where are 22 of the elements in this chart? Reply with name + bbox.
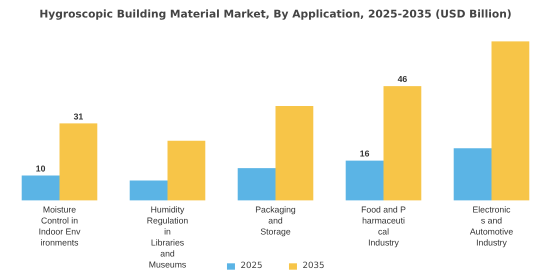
- data-label: 16: [360, 148, 370, 159]
- bar: [238, 168, 276, 200]
- bar: [384, 86, 422, 200]
- bar: [454, 148, 492, 200]
- bar: [276, 106, 314, 200]
- x-tick-label: Humidity Regulation in Libraries and Museums: [146, 204, 188, 270]
- data-label: 46: [398, 74, 408, 84]
- data-label: 31: [74, 111, 84, 122]
- bar: [60, 123, 98, 200]
- bar: [346, 160, 384, 200]
- chart-title: Hygroscopic Building Material Market, By Application, 2025-2035 (USD Billion): [39, 8, 512, 20]
- x-tick-label: Packaging and Storage: [255, 204, 296, 236]
- data-label: 10: [36, 164, 46, 174]
- legend-label: 2035: [302, 261, 325, 271]
- bar: [492, 41, 530, 200]
- x-tick-label: Food and Pharmaceutical Industry: [361, 204, 406, 248]
- bar: [22, 176, 60, 200]
- x-tick-label: Moisture Control in Indoor Environments: [38, 204, 82, 248]
- bar: [168, 140, 206, 200]
- legend-label: 2025: [240, 261, 262, 271]
- bar: [130, 180, 168, 200]
- x-tick-label: Electronics and Automotive Industry: [470, 204, 514, 248]
